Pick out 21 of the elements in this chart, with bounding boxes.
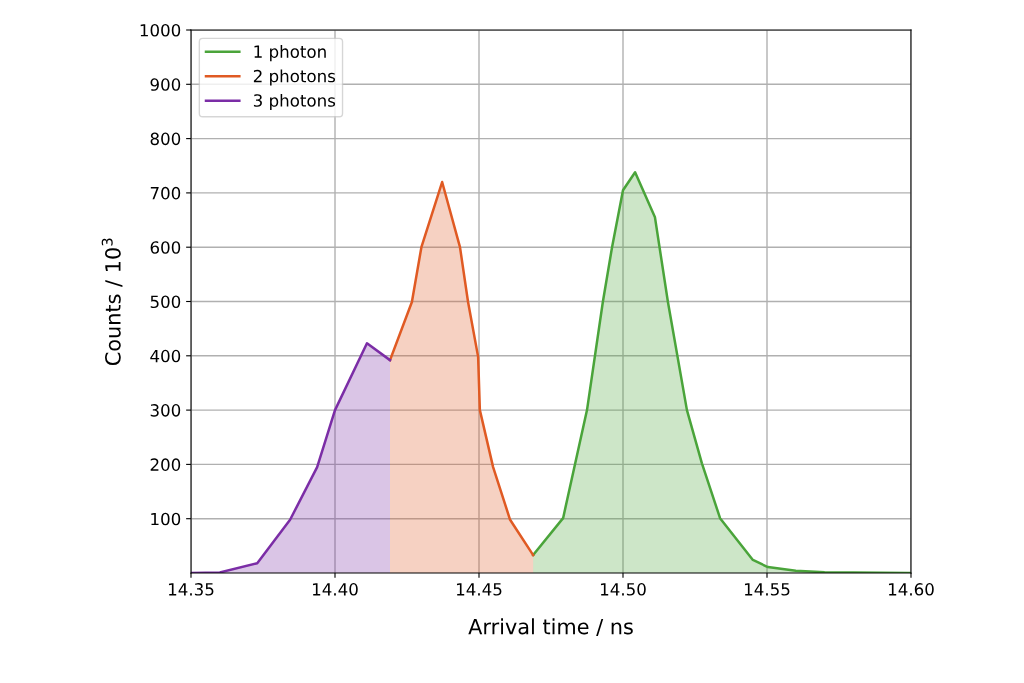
x-tick-label: 14.45 [456,583,502,596]
y-tick-label: 600 [150,241,181,254]
x-tick-label: 14.55 [744,583,790,596]
legend-label: 2 photons [253,69,336,86]
y-axis-title: Counts / 10$^{3}$ [101,238,123,366]
x-tick-label: 14.35 [168,583,214,596]
x-tick-label: 14.50 [600,583,646,596]
y-tick-label: 900 [150,78,181,91]
x-tick-label: 14.40 [312,583,358,596]
x-axis-title: Arrival time / ns [468,618,633,637]
y-tick-label: 1000 [140,23,181,37]
y-tick-label: 300 [150,404,181,417]
y-tick-label: 700 [150,186,181,200]
y-tick-label: 800 [150,132,181,146]
y-tick-label: 200 [150,458,181,471]
legend-label: 3 photons [253,93,336,111]
y-tick-label: 400 [150,349,181,363]
y-tick-label: 500 [150,295,181,309]
x-tick-label: 14.60 [888,583,934,596]
legend-label: 1 photon [254,45,326,62]
y-tick-label: 100 [151,512,181,526]
